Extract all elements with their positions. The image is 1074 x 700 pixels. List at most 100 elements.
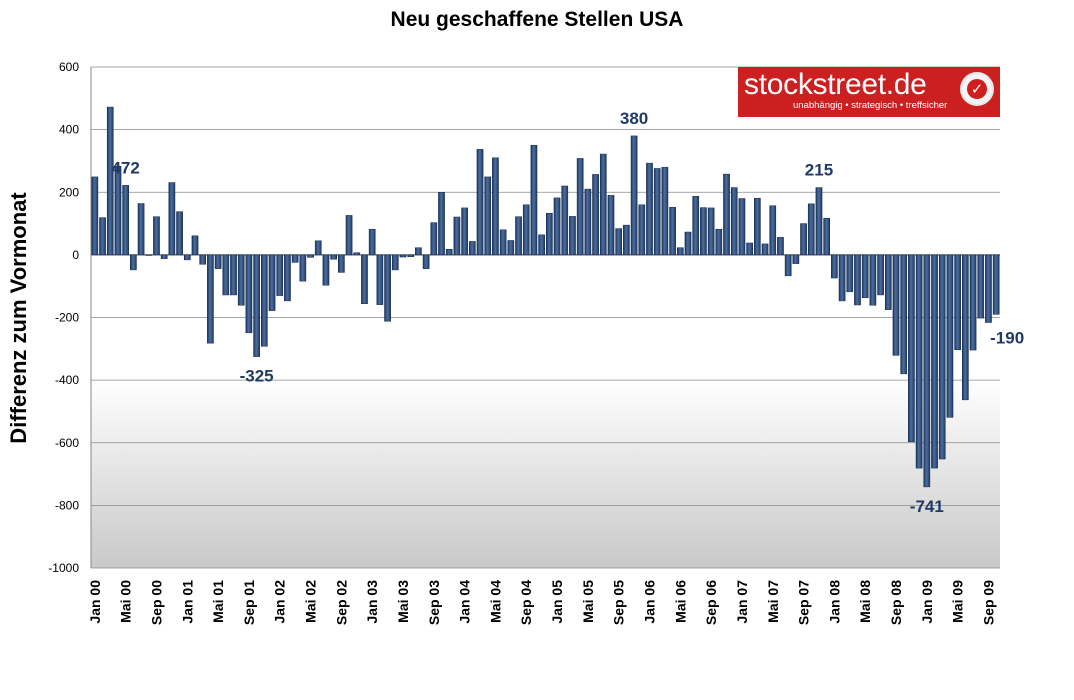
bar <box>954 254 961 351</box>
bar <box>530 145 538 256</box>
x-tick-label: Mai 00 <box>118 580 134 623</box>
x-tick-label: Jan 04 <box>457 580 473 624</box>
bar <box>831 254 838 279</box>
bar <box>784 254 792 277</box>
x-tick-label: Jan 08 <box>826 580 842 624</box>
bar <box>384 254 391 322</box>
bar <box>854 254 861 306</box>
bar <box>900 254 908 375</box>
bar <box>299 254 307 282</box>
bar <box>314 240 322 256</box>
bar <box>430 222 438 256</box>
bar <box>453 216 461 256</box>
x-tick-label: Jan 09 <box>919 580 935 624</box>
bar <box>962 254 969 401</box>
bar <box>846 254 854 293</box>
bar <box>222 254 230 296</box>
bar <box>746 242 753 256</box>
bar <box>307 254 314 258</box>
bar <box>715 228 723 256</box>
bar <box>499 229 507 256</box>
bar <box>353 252 361 256</box>
x-tick-label: Jan 06 <box>641 580 657 624</box>
bar <box>884 254 892 310</box>
bar <box>291 254 299 263</box>
bar <box>99 217 106 256</box>
x-tick-label: Sep 04 <box>518 580 534 625</box>
bar <box>106 106 114 256</box>
bar <box>700 207 707 256</box>
bar <box>669 207 676 256</box>
x-tick-label: Sep 05 <box>611 580 627 625</box>
x-tick-label: Jan 00 <box>87 580 103 624</box>
x-tick-label: Sep 00 <box>148 580 164 625</box>
bar <box>815 187 823 256</box>
bar <box>800 223 807 256</box>
bars <box>91 106 1000 488</box>
bar <box>738 198 746 256</box>
bar <box>438 192 445 256</box>
bar <box>838 254 846 302</box>
bar <box>684 231 692 256</box>
bar <box>946 254 954 418</box>
bar <box>484 176 492 256</box>
bar <box>553 197 561 256</box>
checkmark-icon: ✓ <box>967 79 987 99</box>
bar <box>361 254 368 304</box>
x-tick-label: Jan 03 <box>364 580 380 624</box>
bar <box>345 215 353 256</box>
bar <box>623 224 630 256</box>
bar <box>391 254 399 271</box>
x-tick-label: Mai 06 <box>672 580 688 623</box>
x-tick-label: Jan 02 <box>272 580 288 624</box>
bar <box>777 237 784 256</box>
bar <box>122 185 129 256</box>
bar <box>91 176 99 256</box>
bar <box>376 254 384 305</box>
bar <box>368 228 376 256</box>
bar <box>977 254 985 319</box>
bar <box>646 162 653 256</box>
bar <box>207 254 214 344</box>
data-label: 380 <box>620 109 648 128</box>
bar <box>584 188 592 256</box>
bar <box>707 207 715 256</box>
x-tick-labels: Jan 00 Mai 00 Sep 00 Jan 01 Mai 01 Sep 01 Jan … <box>87 580 997 625</box>
bar <box>468 241 476 256</box>
bar <box>492 157 499 256</box>
bar <box>476 149 484 256</box>
x-tick-label: Sep 03 <box>426 580 442 625</box>
bar <box>877 254 884 296</box>
bar <box>538 234 545 256</box>
bar <box>761 243 769 256</box>
bar <box>861 254 869 299</box>
bar <box>260 254 268 347</box>
x-tick-label: Sep 07 <box>796 580 812 625</box>
bar <box>630 135 638 256</box>
bar <box>145 254 153 256</box>
bar <box>415 247 422 256</box>
y-tick-label: 400 <box>59 123 79 137</box>
data-label: 215 <box>805 161 833 180</box>
bar <box>561 185 569 256</box>
y-tick-label: 200 <box>59 185 79 199</box>
data-label: -741 <box>910 497 944 516</box>
bar <box>723 173 730 256</box>
x-tick-label: Jan 01 <box>179 580 195 624</box>
bar <box>284 254 291 302</box>
bar <box>230 254 237 296</box>
bar <box>938 254 946 460</box>
bar <box>615 228 623 256</box>
x-tick-label: Mai 08 <box>857 580 873 623</box>
y-tick-label: 600 <box>59 60 79 74</box>
brand-tagline: unabhängig • strategisch • treffsicher <box>793 100 948 111</box>
bar <box>992 254 1000 315</box>
bar <box>137 203 145 256</box>
x-tick-label: Sep 06 <box>703 580 719 625</box>
bar <box>931 254 938 469</box>
bar <box>823 217 831 256</box>
bar <box>923 254 931 488</box>
bar <box>338 254 345 273</box>
bar <box>661 166 669 256</box>
